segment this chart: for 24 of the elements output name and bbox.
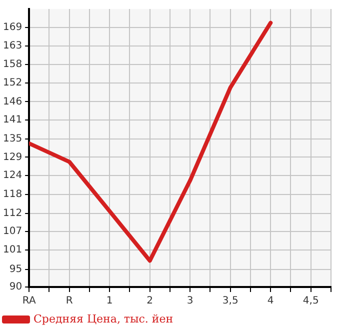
x-tick-label: 2 bbox=[146, 296, 154, 307]
y-tick-label: 107 bbox=[2, 226, 22, 238]
y-tick-label: 169 bbox=[2, 22, 22, 33]
y-tick-label: 129 bbox=[2, 152, 22, 163]
y-tick-label: 101 bbox=[2, 244, 22, 256]
x-tick-label: 4,5 bbox=[302, 296, 319, 307]
y-tick-label: 163 bbox=[2, 40, 22, 52]
y-tick-label: 124 bbox=[2, 170, 22, 182]
y-tick-label: 118 bbox=[2, 188, 22, 200]
x-tick-label: 3,5 bbox=[222, 296, 238, 307]
y-tick-label: 90 bbox=[9, 282, 22, 293]
x-tick-label: 4 bbox=[267, 296, 274, 307]
y-tick-label: 158 bbox=[2, 59, 22, 70]
y-tick-label: 146 bbox=[2, 96, 22, 108]
y-tick-label: 95 bbox=[9, 264, 22, 275]
x-tick-label: R bbox=[66, 296, 73, 307]
y-tick-label: 152 bbox=[2, 78, 22, 89]
legend-label: Средняя Цена, тыс. йен bbox=[34, 312, 174, 326]
y-tick-label: 141 bbox=[2, 114, 22, 126]
y-tick-label: 112 bbox=[2, 208, 22, 219]
x-tick-label: 3 bbox=[186, 296, 194, 307]
y-tick-label: 135 bbox=[2, 133, 22, 144]
x-tick-label: RA bbox=[22, 296, 36, 307]
x-tick-label: 1 bbox=[106, 296, 113, 307]
